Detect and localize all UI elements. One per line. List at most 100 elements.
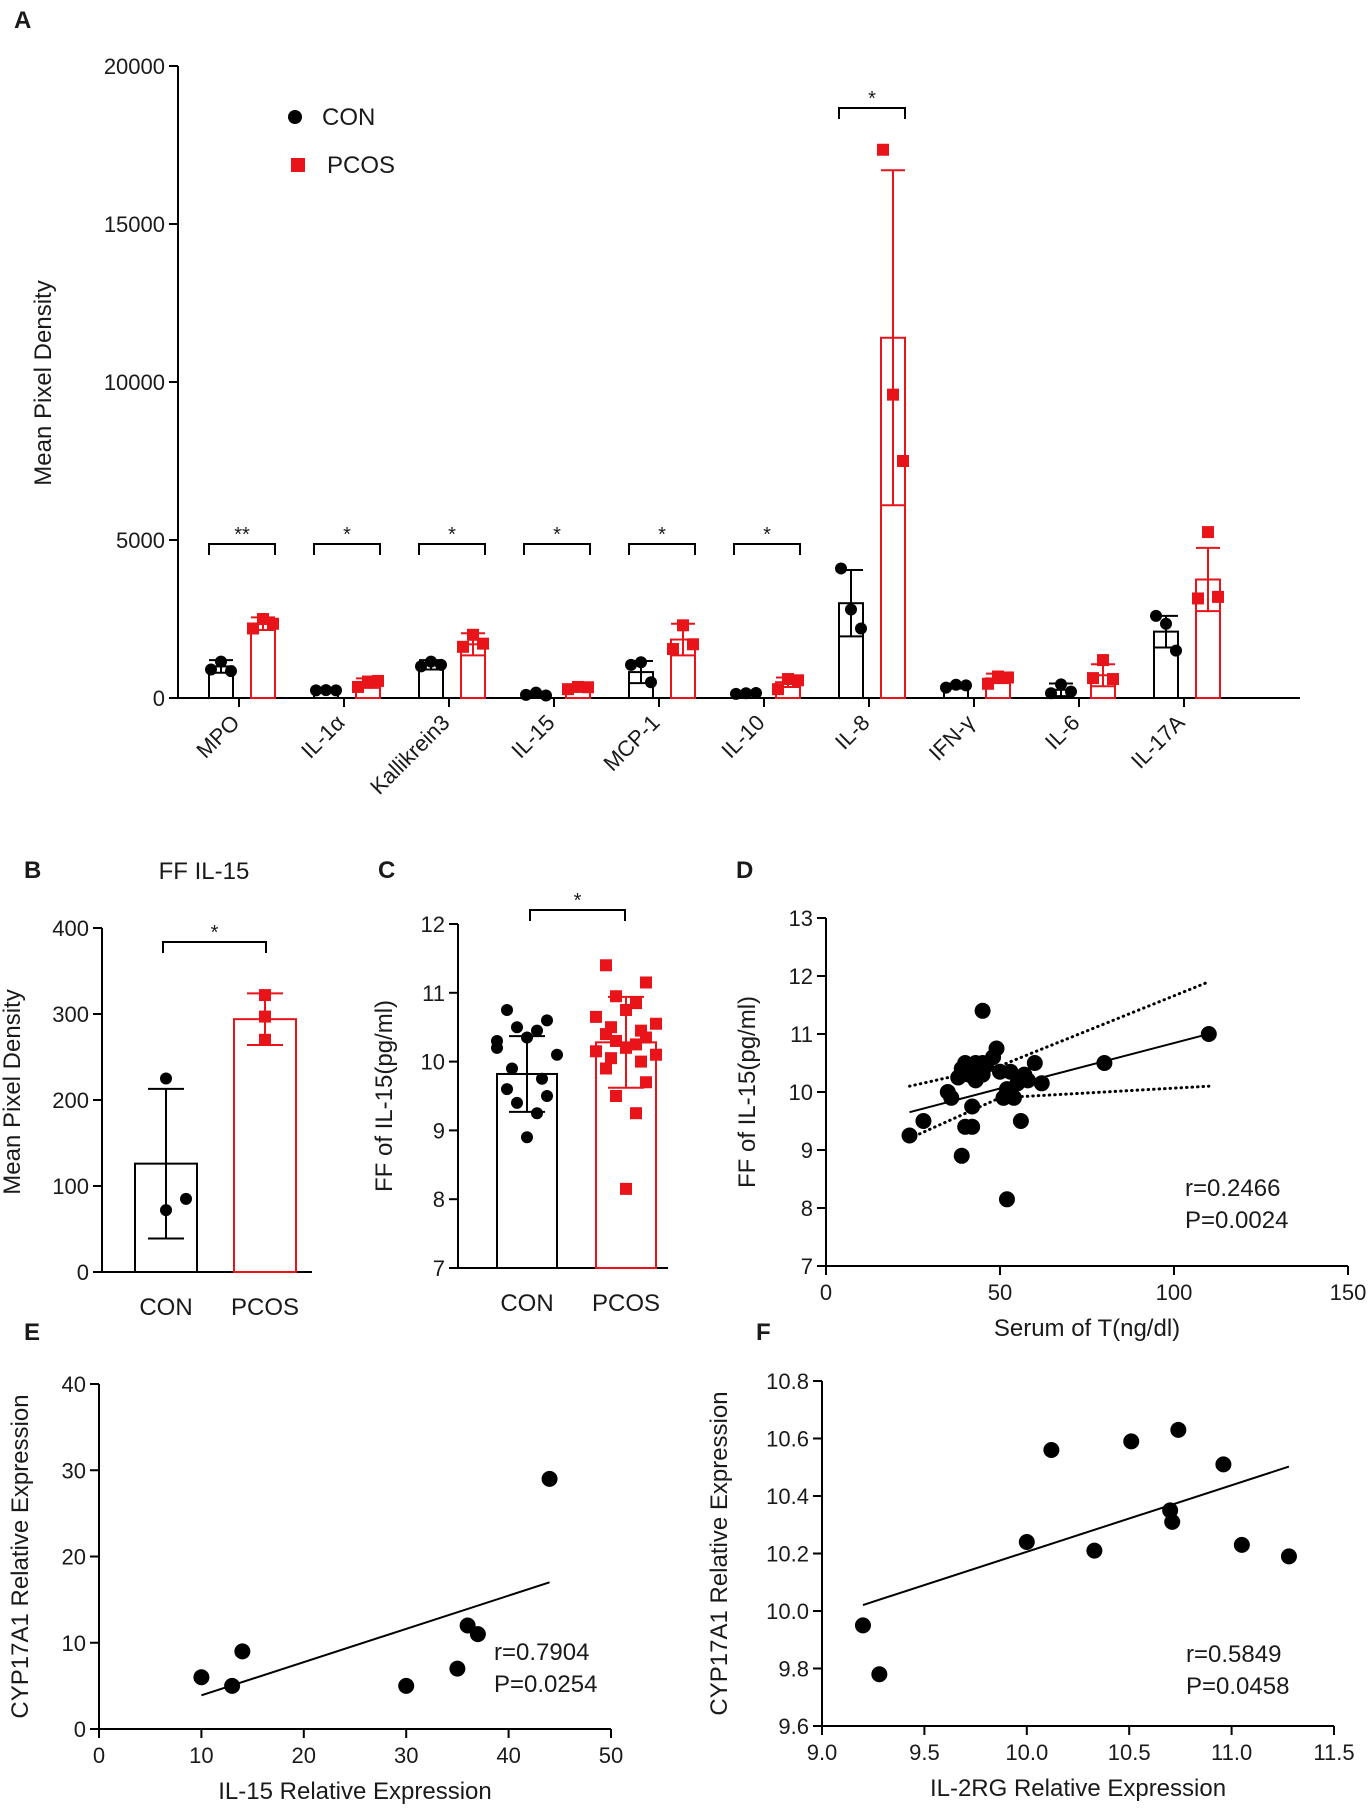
pcos-point xyxy=(562,683,574,696)
x-tick-label: 10 xyxy=(189,1743,213,1768)
pcos-point xyxy=(635,1055,647,1068)
category-label: IL-6 xyxy=(1040,710,1084,754)
scatter-point xyxy=(1043,1442,1060,1458)
category-label: IL-8 xyxy=(830,710,874,754)
con-point xyxy=(491,1041,503,1054)
pcos-point xyxy=(650,1017,662,1030)
panel-label: A xyxy=(14,7,31,34)
con-point xyxy=(415,660,427,673)
pcos-point xyxy=(259,1010,271,1023)
y-tick-label: 20000 xyxy=(104,54,165,79)
panel-e: E CYP17A1 Relative Expression 0 10 20 30 40 0 10… xyxy=(7,1319,623,1805)
con-point xyxy=(960,679,972,692)
scatter-point xyxy=(1026,1055,1043,1071)
y-tick-label: 0 xyxy=(74,1717,86,1742)
significance-bracket xyxy=(162,941,267,953)
con-point xyxy=(750,686,762,699)
scatter-point xyxy=(1200,1026,1217,1042)
y-tick-label: 300 xyxy=(52,1002,89,1027)
pcos-point xyxy=(877,143,889,156)
con-point xyxy=(1045,687,1057,700)
pcos-point xyxy=(605,1021,617,1034)
significance-label: * xyxy=(658,524,666,546)
panel-a: A Mean Pixel Density 0 5000 10000 15000 20000 M… xyxy=(14,7,1300,799)
con-point xyxy=(541,1090,553,1102)
y-tick-label: 10 xyxy=(421,1050,445,1075)
pcos-point xyxy=(457,640,469,653)
con-point xyxy=(740,687,752,700)
y-tick-label: 9.6 xyxy=(778,1714,809,1739)
pcos-point xyxy=(605,1052,617,1065)
y-tick-label: 13 xyxy=(789,906,813,931)
con-point xyxy=(205,663,217,676)
y-tick-label: 0 xyxy=(153,686,165,711)
regression-line xyxy=(862,1465,1290,1606)
scatter-point xyxy=(1019,1072,1036,1089)
regression-line xyxy=(201,1581,550,1697)
category-label: IL-17A xyxy=(1126,710,1190,774)
x-tick-label: 0 xyxy=(93,1743,105,1768)
con-point xyxy=(1170,644,1182,657)
pcos-point xyxy=(1212,590,1224,603)
category-label: IL-1α xyxy=(296,710,350,764)
con-point xyxy=(1160,617,1172,630)
scatter-point xyxy=(541,1470,558,1487)
pcos-point xyxy=(887,388,899,401)
pcos-point xyxy=(782,673,794,686)
pcos-point xyxy=(897,455,909,467)
scatter-point xyxy=(967,1072,984,1089)
scatter-point xyxy=(1096,1055,1113,1071)
significance-bracket xyxy=(523,543,591,555)
pcos-point xyxy=(572,680,584,693)
pcos-point xyxy=(630,1107,642,1120)
category-label: PCOS xyxy=(231,1294,299,1321)
pcos-point xyxy=(259,989,271,1002)
con-point xyxy=(940,681,952,694)
x-tick-label: 11.5 xyxy=(1313,1740,1354,1765)
correlation-r: r=0.2466 xyxy=(1185,1175,1280,1202)
con-point xyxy=(541,1014,553,1027)
con-point xyxy=(835,562,847,575)
significance-bracket xyxy=(529,909,626,921)
pcos-point xyxy=(267,617,279,630)
x-tick-label: 50 xyxy=(599,1743,623,1768)
pcos-point xyxy=(372,674,384,687)
pcos-point xyxy=(640,1031,652,1044)
con-point xyxy=(160,1204,172,1217)
con-point xyxy=(160,1072,172,1085)
scatter-point xyxy=(398,1677,415,1694)
pcos-bar xyxy=(233,1018,297,1273)
category-label: PCOS xyxy=(592,1290,660,1317)
scatter-point xyxy=(953,1147,970,1164)
pcos-point xyxy=(1097,654,1109,667)
legend-con-label: CON xyxy=(322,104,375,131)
y-tick-label: 10.4 xyxy=(766,1484,809,1509)
pcos-point xyxy=(257,613,269,625)
pcos-point xyxy=(590,1045,602,1058)
panel-c: C FF of IL-15(pg/ml) 7 8 9 10 11 12 CON PCOS * xyxy=(371,857,668,1317)
pcos-point xyxy=(630,997,642,1010)
pcos-point xyxy=(650,1048,662,1061)
y-axis-label: CYP17A1 Relative Expression xyxy=(7,1394,34,1718)
y-tick-label: 10.6 xyxy=(766,1427,809,1452)
panel-label: D xyxy=(736,857,753,884)
y-tick-label: 9 xyxy=(433,1118,445,1143)
x-tick-label: 50 xyxy=(988,1280,1012,1305)
y-tick-label: 30 xyxy=(62,1458,86,1483)
x-tick-label: 9.0 xyxy=(807,1740,838,1765)
scatter-point xyxy=(974,1002,991,1019)
scatter-point xyxy=(953,1060,970,1077)
significance-bracket xyxy=(733,543,801,555)
con-point xyxy=(730,687,742,700)
scatter-point xyxy=(1123,1433,1140,1450)
scatter-point xyxy=(964,1098,981,1115)
correlation-p: P=0.0458 xyxy=(1186,1673,1289,1700)
con-point xyxy=(215,655,227,668)
scatter-point xyxy=(964,1118,981,1135)
scatter-point xyxy=(1280,1548,1297,1565)
significance-label: * xyxy=(574,890,582,912)
pcos-point xyxy=(677,619,689,632)
panel-f: F CYP17A1 Relative Expression 9.6 9.8 10.0 10… xyxy=(706,1319,1355,1802)
scatter-point xyxy=(943,1089,960,1106)
con-point xyxy=(506,1062,518,1075)
